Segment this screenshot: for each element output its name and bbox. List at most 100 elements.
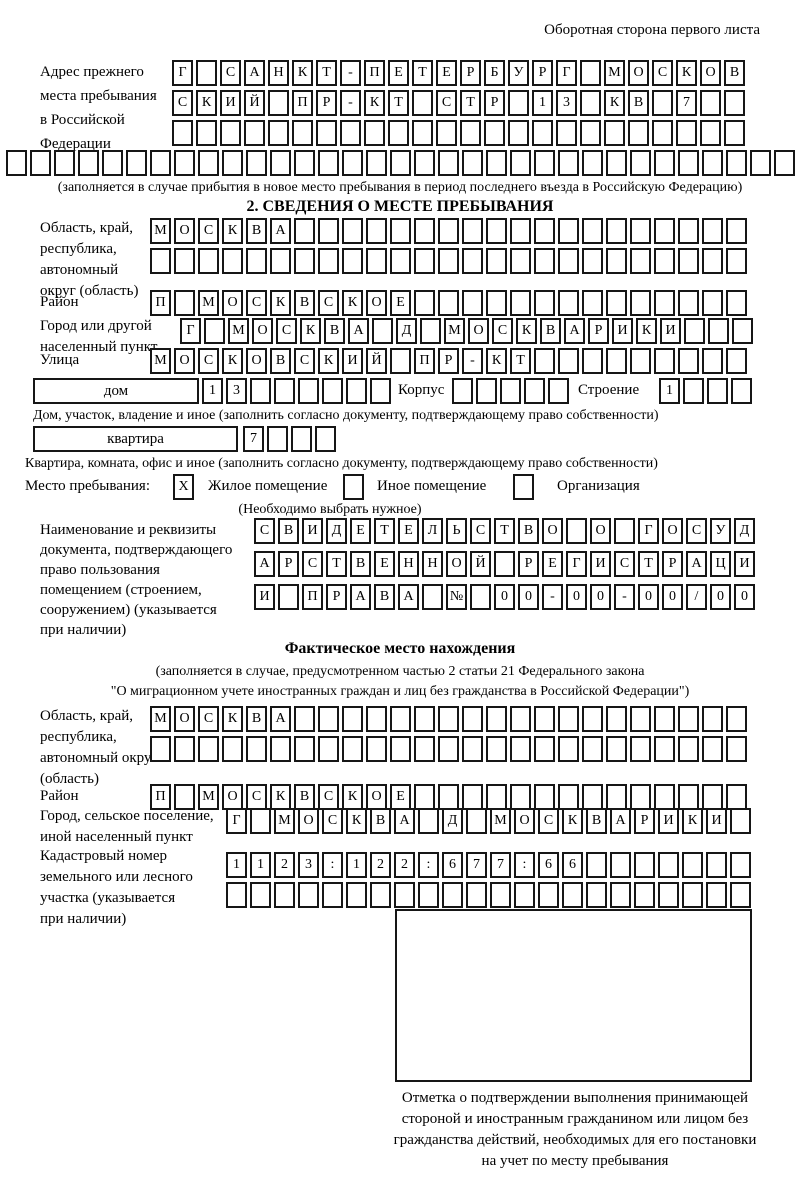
char-box[interactable]: [604, 120, 625, 146]
char-box[interactable]: П: [150, 784, 171, 810]
char-box[interactable]: [658, 882, 679, 908]
char-box[interactable]: [628, 120, 649, 146]
char-box[interactable]: [606, 784, 627, 810]
char-box[interactable]: [318, 150, 339, 176]
char-box[interactable]: Г: [556, 60, 577, 86]
char-box[interactable]: [222, 736, 243, 762]
char-box[interactable]: [438, 290, 459, 316]
char-box[interactable]: [558, 784, 579, 810]
char-box[interactable]: [510, 736, 531, 762]
char-box[interactable]: О: [542, 518, 563, 544]
char-box[interactable]: [654, 248, 675, 274]
char-box[interactable]: [414, 784, 435, 810]
char-box[interactable]: Т: [316, 60, 337, 86]
char-box[interactable]: [494, 551, 515, 577]
char-box[interactable]: 3: [298, 852, 319, 878]
char-box[interactable]: [707, 378, 728, 404]
char-box[interactable]: [462, 706, 483, 732]
char-box[interactable]: [372, 318, 393, 344]
char-box[interactable]: [346, 378, 367, 404]
char-box[interactable]: К: [318, 348, 339, 374]
char-box[interactable]: [508, 90, 529, 116]
char-box[interactable]: [562, 882, 583, 908]
char-box[interactable]: С: [436, 90, 457, 116]
char-box[interactable]: [270, 248, 291, 274]
char-box[interactable]: О: [662, 518, 683, 544]
char-box[interactable]: [436, 120, 457, 146]
char-box[interactable]: [414, 706, 435, 732]
char-box[interactable]: [702, 736, 723, 762]
char-box[interactable]: [610, 882, 631, 908]
stay-type-checkbox-organization[interactable]: [513, 474, 534, 500]
char-box[interactable]: [294, 218, 315, 244]
char-box[interactable]: А: [270, 218, 291, 244]
char-box[interactable]: [390, 706, 411, 732]
char-box[interactable]: [534, 784, 555, 810]
char-box[interactable]: [366, 218, 387, 244]
char-box[interactable]: [630, 248, 651, 274]
char-box[interactable]: Т: [326, 551, 347, 577]
char-box[interactable]: С: [322, 808, 343, 834]
char-box[interactable]: [558, 248, 579, 274]
char-box[interactable]: Й: [366, 348, 387, 374]
char-box[interactable]: [486, 218, 507, 244]
char-box[interactable]: А: [610, 808, 631, 834]
char-box[interactable]: 0: [662, 584, 683, 610]
char-box[interactable]: [174, 248, 195, 274]
char-box[interactable]: 1: [250, 852, 271, 878]
char-box[interactable]: [174, 784, 195, 810]
char-box[interactable]: [702, 290, 723, 316]
char-box[interactable]: [654, 784, 675, 810]
char-box[interactable]: Т: [510, 348, 531, 374]
char-box[interactable]: С: [470, 518, 491, 544]
char-box[interactable]: А: [244, 60, 265, 86]
char-box[interactable]: С: [172, 90, 193, 116]
char-box[interactable]: [556, 120, 577, 146]
char-box[interactable]: Е: [350, 518, 371, 544]
char-box[interactable]: К: [346, 808, 367, 834]
char-box[interactable]: [580, 90, 601, 116]
char-box[interactable]: [466, 808, 487, 834]
char-box[interactable]: [222, 248, 243, 274]
char-box[interactable]: О: [252, 318, 273, 344]
char-box[interactable]: [630, 348, 651, 374]
char-box[interactable]: [342, 706, 363, 732]
char-box[interactable]: [606, 736, 627, 762]
char-box[interactable]: [460, 120, 481, 146]
char-box[interactable]: [582, 784, 603, 810]
char-box[interactable]: Т: [460, 90, 481, 116]
char-box[interactable]: К: [676, 60, 697, 86]
char-box[interactable]: Е: [542, 551, 563, 577]
char-box[interactable]: [678, 218, 699, 244]
char-box[interactable]: [462, 290, 483, 316]
char-box[interactable]: -: [340, 90, 361, 116]
char-box[interactable]: М: [604, 60, 625, 86]
char-box[interactable]: К: [562, 808, 583, 834]
char-box[interactable]: И: [706, 808, 727, 834]
char-box[interactable]: А: [270, 706, 291, 732]
char-box[interactable]: У: [508, 60, 529, 86]
char-box[interactable]: Е: [436, 60, 457, 86]
char-box[interactable]: [270, 736, 291, 762]
char-box[interactable]: [278, 584, 299, 610]
char-box[interactable]: [412, 120, 433, 146]
char-box[interactable]: [462, 736, 483, 762]
char-box[interactable]: К: [364, 90, 385, 116]
char-box[interactable]: [558, 150, 579, 176]
char-box[interactable]: [462, 784, 483, 810]
char-box[interactable]: [244, 120, 265, 146]
char-box[interactable]: [6, 150, 27, 176]
char-box[interactable]: [486, 290, 507, 316]
char-box[interactable]: [150, 736, 171, 762]
char-box[interactable]: [606, 290, 627, 316]
char-box[interactable]: [268, 120, 289, 146]
char-box[interactable]: [654, 706, 675, 732]
char-box[interactable]: 1: [346, 852, 367, 878]
char-box[interactable]: [726, 736, 747, 762]
char-box[interactable]: [318, 736, 339, 762]
char-box[interactable]: [318, 218, 339, 244]
char-box[interactable]: [724, 120, 745, 146]
char-box[interactable]: [654, 290, 675, 316]
char-box[interactable]: [270, 150, 291, 176]
char-box[interactable]: Р: [278, 551, 299, 577]
